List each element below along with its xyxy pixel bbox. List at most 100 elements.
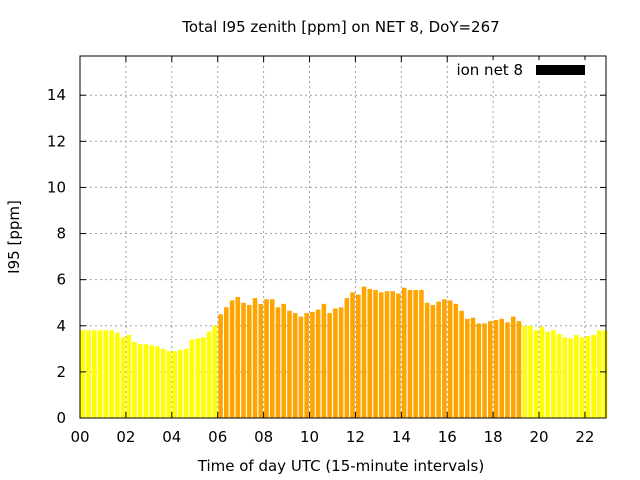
bar bbox=[396, 293, 401, 418]
legend-label: ion net 8 bbox=[456, 61, 523, 79]
bar bbox=[493, 320, 499, 418]
bar bbox=[522, 325, 527, 418]
bar bbox=[321, 303, 327, 418]
bar bbox=[235, 296, 241, 418]
bar bbox=[86, 330, 91, 418]
bar bbox=[551, 330, 556, 418]
bar bbox=[361, 286, 367, 418]
bar bbox=[80, 330, 86, 418]
bar bbox=[470, 317, 476, 418]
bar bbox=[338, 307, 344, 418]
bar bbox=[201, 337, 206, 418]
bar bbox=[275, 307, 281, 418]
bar bbox=[310, 311, 315, 418]
bar bbox=[459, 310, 464, 418]
bar bbox=[356, 294, 361, 418]
bar bbox=[556, 333, 562, 418]
bar bbox=[482, 323, 487, 418]
bar bbox=[407, 290, 413, 418]
bar bbox=[224, 307, 229, 418]
bar bbox=[401, 287, 407, 418]
x-tick-label: 18 bbox=[484, 428, 503, 446]
bar bbox=[115, 332, 120, 418]
bar bbox=[579, 337, 585, 418]
bar bbox=[510, 316, 516, 418]
x-tick-label: 14 bbox=[392, 428, 411, 446]
bar bbox=[315, 309, 321, 418]
bar bbox=[155, 346, 160, 418]
bar bbox=[413, 290, 418, 418]
bar bbox=[189, 339, 195, 418]
bar bbox=[327, 313, 332, 418]
bars-group bbox=[80, 286, 608, 418]
bar bbox=[568, 338, 573, 418]
plot-frame bbox=[79, 55, 607, 419]
bar bbox=[292, 313, 298, 418]
bar bbox=[562, 337, 568, 418]
bar bbox=[378, 292, 384, 418]
bar bbox=[505, 322, 510, 418]
bar bbox=[453, 303, 459, 418]
y-tick-label: 6 bbox=[56, 271, 66, 289]
bar bbox=[281, 303, 286, 418]
x-tick-label: 00 bbox=[70, 428, 89, 446]
y-tick-label: 10 bbox=[47, 178, 66, 196]
bar bbox=[591, 334, 596, 418]
x-tick-label: 12 bbox=[346, 428, 365, 446]
x-tick-label: 10 bbox=[300, 428, 319, 446]
bar bbox=[149, 345, 155, 418]
bar bbox=[137, 344, 143, 418]
bar bbox=[539, 326, 545, 418]
bar bbox=[143, 344, 149, 418]
bar bbox=[160, 348, 166, 418]
y-tick-labels: 0 2 4 6 8 10 12 14 bbox=[47, 86, 66, 427]
y-tick-label: 8 bbox=[56, 225, 66, 243]
bar bbox=[367, 288, 373, 418]
legend-swatch bbox=[536, 65, 585, 75]
bar bbox=[241, 302, 246, 418]
bar bbox=[97, 330, 103, 418]
bar bbox=[499, 318, 505, 418]
bar bbox=[602, 330, 608, 418]
bar bbox=[132, 341, 137, 418]
bar bbox=[487, 321, 493, 418]
bar bbox=[287, 310, 292, 418]
bar bbox=[172, 351, 177, 418]
bar bbox=[436, 301, 441, 418]
y-tick-label: 4 bbox=[56, 317, 66, 335]
bar bbox=[344, 298, 350, 418]
bar bbox=[528, 325, 533, 418]
x-axis-label: Time of day UTC (15-minute intervals) bbox=[197, 457, 484, 475]
bar bbox=[264, 299, 269, 418]
x-tick-label: 08 bbox=[254, 428, 273, 446]
x-tick-label: 02 bbox=[116, 428, 135, 446]
bar bbox=[390, 291, 396, 418]
x-tick-label: 22 bbox=[575, 428, 594, 446]
bar bbox=[465, 318, 470, 418]
chart-title: Total I95 zenith [ppm] on NET 8, DoY=267 bbox=[181, 18, 499, 36]
bar bbox=[252, 298, 258, 418]
y-tick-label: 0 bbox=[56, 409, 66, 427]
bar bbox=[333, 308, 338, 418]
y-tick-label: 2 bbox=[56, 363, 66, 381]
x-tick-label: 20 bbox=[530, 428, 549, 446]
bar bbox=[109, 330, 114, 418]
bar bbox=[597, 330, 602, 418]
bar bbox=[258, 303, 264, 418]
y-tick-label: 14 bbox=[47, 86, 66, 104]
bar bbox=[442, 299, 447, 418]
bar bbox=[269, 299, 275, 418]
bar bbox=[120, 337, 126, 418]
bar bbox=[384, 291, 390, 418]
bar bbox=[430, 305, 436, 418]
bar bbox=[92, 330, 97, 418]
x-tick-label: 16 bbox=[438, 428, 457, 446]
bar bbox=[350, 292, 355, 418]
bar bbox=[585, 336, 591, 418]
bar bbox=[166, 351, 172, 418]
bar bbox=[229, 300, 235, 418]
bar bbox=[298, 316, 304, 418]
bar bbox=[533, 330, 539, 418]
x-tick-label: 04 bbox=[162, 428, 181, 446]
